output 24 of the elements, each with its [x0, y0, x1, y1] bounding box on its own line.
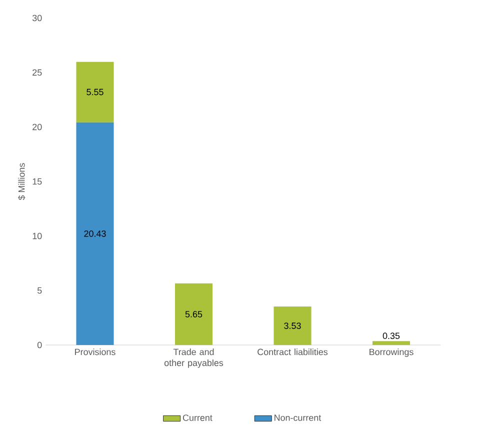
y-tick-label: 5: [37, 287, 42, 294]
bar: [174, 283, 213, 345]
bar: [372, 341, 410, 345]
y-axis-title: $ Millions: [18, 163, 26, 200]
y-tick-label: 20: [32, 124, 42, 130]
x-tick-label: Provisions: [75, 348, 116, 356]
data-label: 5.65: [185, 311, 202, 318]
y-tick-label: 25: [32, 69, 42, 76]
y-tick-label: 0: [37, 342, 42, 348]
y-tick-label: 10: [32, 232, 42, 240]
legend-label: Current: [182, 414, 212, 421]
bar: [76, 62, 114, 122]
x-tick-label: Contract liabilities: [258, 348, 328, 356]
x-tick-label: Trade and other payables: [164, 348, 224, 368]
data-label: 5.55: [86, 88, 104, 96]
data-label: 0.35: [382, 332, 400, 339]
bar: [274, 306, 312, 345]
y-tick-label: 15: [32, 178, 42, 185]
x-tick-label: Borrowings: [370, 348, 414, 357]
y-tick-label: 30: [32, 14, 42, 22]
legend-label: Non-current: [274, 414, 322, 421]
bar: [76, 122, 114, 345]
data-label: 20.43: [84, 230, 106, 237]
data-label: 3.53: [284, 322, 301, 329]
